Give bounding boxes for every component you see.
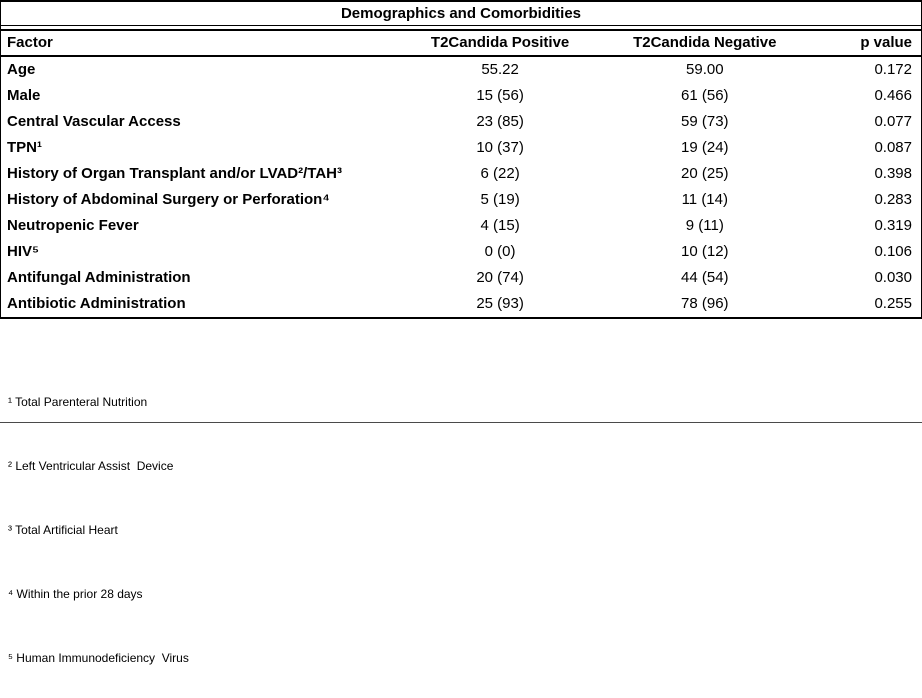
column-header-factor: Factor [1,30,420,57]
factor-cell: Central Vascular Access [7,113,181,130]
pvalue-cell: 0.255 [874,295,912,312]
footnote: ¹ Total Parenteral Nutrition [8,395,148,409]
table-row: Male 15 (56) 61 (56) 0.466 [1,83,921,109]
table-row: Central Vascular Access 23 (85) 59 (73) … [1,109,921,135]
positive-cell: 10 (37) [476,139,524,156]
positive-cell: 0 (0) [484,243,516,260]
table-row: Neutropenic Fever 4 (15) 9 (11) 0.319 [1,213,921,239]
negative-cell: 11 (14) [681,191,728,208]
pvalue-cell: 0.087 [874,139,912,156]
table-row: History of Organ Transplant and/or LVAD²… [1,161,921,187]
table-header: Factor T2Candida Positive T2Candida Nega… [1,30,921,57]
footnote: ³ Total Artificial Heart [8,523,118,537]
column-header-positive: T2Candida Positive [419,30,581,57]
negative-cell: 59.00 [686,61,724,78]
factor-cell: Neutropenic Fever [7,217,139,234]
positive-cell: 5 (19) [480,191,520,208]
pvalue-cell: 0.030 [874,269,912,286]
factor-cell: Antibiotic Administration [7,295,186,312]
factor-cell: Age [7,61,36,78]
table-row: Age 55.22 59.00 0.172 [1,56,921,83]
pvalue-cell: 0.466 [874,87,912,104]
negative-cell: 44 (54) [681,269,729,286]
factor-cell: History of Organ Transplant and/or LVAD²… [7,165,343,182]
positive-cell: 6 (22) [480,165,520,182]
negative-cell: 78 (96) [681,295,729,312]
table-row: HIV⁵ 0 (0) 10 (12) 0.106 [1,239,921,265]
negative-cell: 59 (73) [681,113,729,130]
pvalue-cell: 0.283 [874,191,912,208]
positive-cell: 23 (85) [476,113,524,130]
table-row: TPN¹ 10 (37) 19 (24) 0.087 [1,135,921,161]
factor-cell: Antifungal Administration [7,269,191,286]
demographics-table-container: Demographics and Comorbidities Factor T2… [0,0,922,319]
positive-cell: 55.22 [481,61,519,78]
factor-cell: History of Abdominal Surgery or Perforat… [7,191,330,208]
table-row: Antibiotic Administration 25 (93) 78 (96… [1,291,921,317]
positive-cell: 4 (15) [480,217,520,234]
footnote: ⁵ Human Immunodeficiency Virus [8,651,189,665]
column-header-pvalue: p value [828,30,921,57]
header-row: Factor T2Candida Positive T2Candida Nega… [1,30,921,57]
footnote: ⁴ Within the prior 28 days [8,587,143,601]
positive-cell: 20 (74) [476,269,524,286]
pvalue-cell: 0.077 [874,113,912,130]
demographics-table: Factor T2Candida Positive T2Candida Nega… [1,29,921,317]
positive-cell: 15 (56) [476,87,524,104]
page: Demographics and Comorbidities Factor T2… [0,0,922,665]
negative-cell: 19 (24) [681,139,729,156]
pvalue-cell: 0.106 [874,243,912,260]
pvalue-cell: 0.398 [874,165,912,182]
footnotes: ¹ Total Parenteral Nutrition ² Left Vent… [8,330,922,698]
column-header-negative: T2Candida Negative [580,30,829,57]
negative-cell: 20 (25) [681,165,729,182]
footnote: ² Left Ventricular Assist Device [8,459,174,473]
pvalue-cell: 0.172 [874,61,912,78]
pvalue-cell: 0.319 [874,217,912,234]
title-header-divider-gap [1,26,921,29]
factor-cell: Male [7,87,41,104]
factor-cell: HIV⁵ [7,243,40,260]
table-row: Antifungal Administration 20 (74) 44 (54… [1,265,921,291]
positive-cell: 25 (93) [476,295,524,312]
table-title: Demographics and Comorbidities [1,2,921,26]
table-row: History of Abdominal Surgery or Perforat… [1,187,921,213]
table-body: Age 55.22 59.00 0.172 Male 15 (56) 61 (5… [1,56,921,317]
negative-cell: 61 (56) [681,87,729,104]
negative-cell: 9 (11) [685,217,724,234]
negative-cell: 10 (12) [681,243,729,260]
factor-cell: TPN¹ [7,139,42,156]
